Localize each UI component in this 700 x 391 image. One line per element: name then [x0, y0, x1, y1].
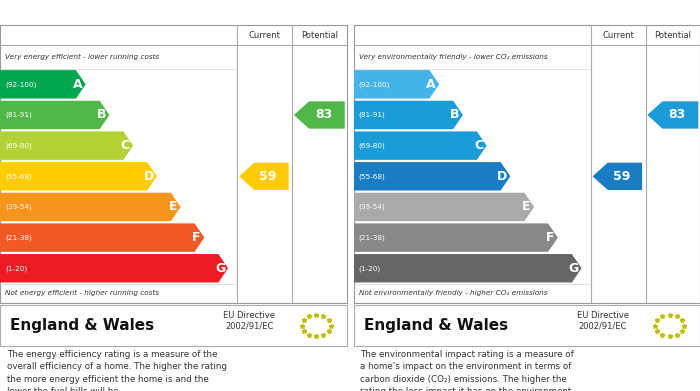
Polygon shape: [593, 163, 642, 190]
Text: B: B: [97, 108, 106, 122]
Text: D: D: [497, 170, 508, 183]
Polygon shape: [0, 70, 85, 99]
Polygon shape: [354, 70, 439, 99]
Polygon shape: [0, 101, 109, 129]
Text: (39-54): (39-54): [5, 204, 32, 210]
Text: (39-54): (39-54): [358, 204, 386, 210]
Text: (21-38): (21-38): [5, 234, 32, 241]
Polygon shape: [0, 193, 181, 221]
Text: D: D: [144, 170, 154, 183]
Text: 83: 83: [668, 108, 685, 122]
Polygon shape: [0, 131, 133, 160]
Text: Potential: Potential: [654, 31, 692, 40]
Text: F: F: [545, 231, 554, 244]
Text: F: F: [192, 231, 201, 244]
Polygon shape: [648, 101, 699, 129]
Text: (81-91): (81-91): [358, 112, 386, 118]
Polygon shape: [0, 162, 157, 190]
Text: A: A: [73, 78, 83, 91]
Text: The environmental impact rating is a measure of
a home's impact on the environme: The environmental impact rating is a mea…: [360, 350, 574, 391]
Text: (21-38): (21-38): [358, 234, 386, 241]
Text: (1-20): (1-20): [358, 265, 381, 271]
Text: EU Directive
2002/91/EC: EU Directive 2002/91/EC: [577, 311, 629, 330]
Text: 59: 59: [612, 170, 630, 183]
Text: Very energy efficient - lower running costs: Very energy efficient - lower running co…: [5, 54, 160, 60]
Text: E: E: [522, 201, 531, 213]
Polygon shape: [354, 162, 510, 190]
Text: (55-68): (55-68): [5, 173, 32, 179]
Text: (55-68): (55-68): [358, 173, 386, 179]
Text: Potential: Potential: [301, 31, 338, 40]
Text: (69-80): (69-80): [5, 142, 32, 149]
Polygon shape: [354, 131, 486, 160]
Text: B: B: [450, 108, 460, 122]
Text: England & Wales: England & Wales: [364, 318, 508, 333]
Polygon shape: [294, 101, 345, 129]
Text: G: G: [215, 262, 225, 275]
Text: 59: 59: [259, 170, 276, 183]
Text: C: C: [474, 139, 483, 152]
Polygon shape: [354, 101, 463, 129]
Polygon shape: [354, 193, 534, 221]
Text: 83: 83: [315, 108, 332, 122]
Text: (69-80): (69-80): [358, 142, 386, 149]
Text: C: C: [120, 139, 130, 152]
Text: England & Wales: England & Wales: [10, 318, 155, 333]
Text: Not environmentally friendly - higher CO₂ emissions: Not environmentally friendly - higher CO…: [358, 290, 547, 296]
Text: (92-100): (92-100): [358, 81, 390, 88]
Text: (92-100): (92-100): [5, 81, 36, 88]
Text: Current: Current: [248, 31, 281, 40]
Text: Current: Current: [602, 31, 634, 40]
Text: Environmental Impact (CO₂) Rating: Environmental Impact (CO₂) Rating: [362, 6, 594, 19]
Polygon shape: [0, 223, 204, 252]
Text: G: G: [568, 262, 579, 275]
Text: Not energy efficient - higher running costs: Not energy efficient - higher running co…: [5, 290, 159, 296]
Polygon shape: [239, 163, 288, 190]
Polygon shape: [354, 223, 558, 252]
Text: The energy efficiency rating is a measure of the
overall efficiency of a home. T: The energy efficiency rating is a measur…: [7, 350, 227, 391]
Text: (81-91): (81-91): [5, 112, 32, 118]
Polygon shape: [354, 254, 582, 282]
Text: E: E: [169, 201, 177, 213]
Text: EU Directive
2002/91/EC: EU Directive 2002/91/EC: [223, 311, 276, 330]
Text: A: A: [426, 78, 436, 91]
Text: (1-20): (1-20): [5, 265, 27, 271]
Polygon shape: [0, 254, 228, 282]
Text: Energy Efficiency Rating: Energy Efficiency Rating: [8, 6, 172, 19]
Text: Very environmentally friendly - lower CO₂ emissions: Very environmentally friendly - lower CO…: [358, 54, 547, 60]
